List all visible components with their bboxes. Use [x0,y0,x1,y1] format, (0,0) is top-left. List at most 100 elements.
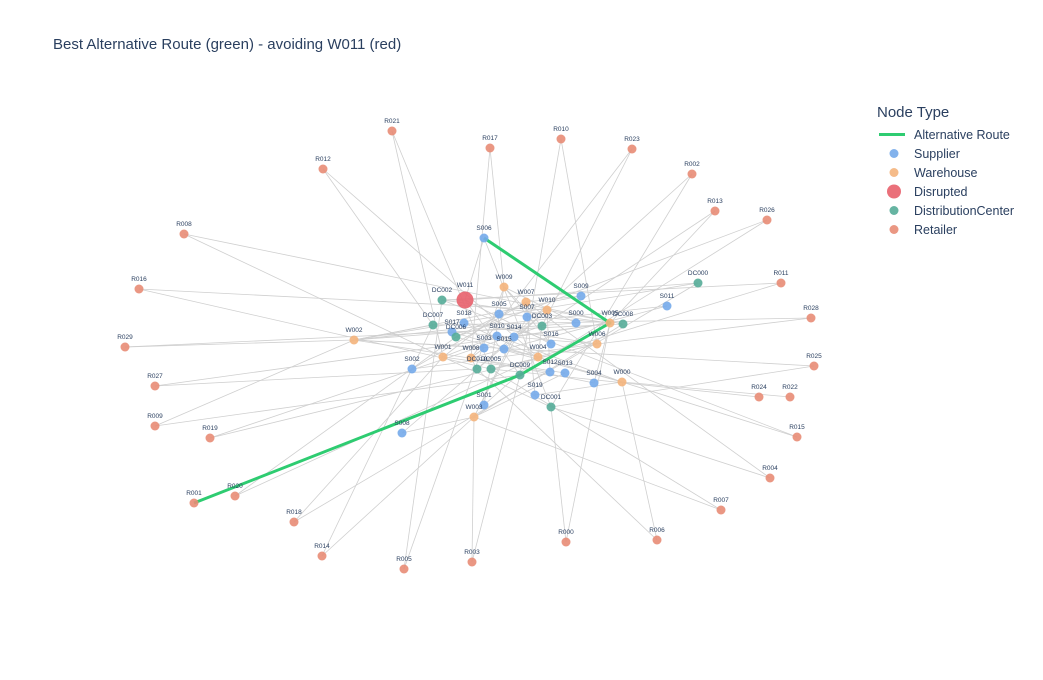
node-marker[interactable] [762,215,772,225]
node-marker[interactable] [479,343,489,353]
node-marker[interactable] [576,291,586,301]
node-w010[interactable]: W010 [539,297,556,315]
node-w002[interactable]: W002 [346,327,363,345]
node-r003[interactable]: R003 [464,549,480,567]
node-s010[interactable]: S010 [489,323,505,341]
node-r001[interactable]: R001 [186,490,202,508]
node-marker[interactable] [509,332,519,342]
node-s002[interactable]: S002 [404,356,420,374]
node-marker[interactable] [627,144,637,154]
node-s011[interactable]: S011 [660,293,675,311]
node-marker[interactable] [537,321,547,331]
node-marker[interactable] [459,318,469,328]
node-marker[interactable] [592,339,602,349]
node-marker[interactable] [134,284,144,294]
node-r017[interactable]: R017 [482,135,498,153]
node-marker[interactable] [560,368,570,378]
node-r026[interactable]: R026 [759,207,775,225]
node-marker[interactable] [150,421,160,431]
node-r015[interactable]: R015 [789,424,805,442]
node-marker[interactable] [571,318,581,328]
node-marker[interactable] [617,377,627,387]
node-r009[interactable]: R009 [147,413,163,431]
node-r010[interactable]: R010 [553,126,569,144]
node-r011[interactable]: R011 [773,270,789,288]
node-s015[interactable]: S015 [496,336,512,354]
node-marker[interactable] [716,505,726,515]
node-s014[interactable]: S014 [506,324,522,342]
node-marker[interactable] [205,433,215,443]
node-r014[interactable]: R014 [314,543,330,561]
node-dc002[interactable]: DC002 [432,287,453,305]
node-marker[interactable] [522,312,532,322]
node-marker[interactable] [189,498,199,508]
legend-item-disrupted[interactable]: Disrupted [877,182,1014,201]
node-marker[interactable] [485,143,495,153]
node-dc003[interactable]: DC003 [532,313,553,331]
node-r007[interactable]: R007 [713,497,729,515]
node-r006[interactable]: R006 [649,527,665,545]
legend-item-alternative-route[interactable]: Alternative Route [877,125,1014,144]
node-marker[interactable] [545,367,555,377]
node-marker[interactable] [693,278,703,288]
node-marker[interactable] [451,332,461,342]
node-marker[interactable] [428,320,438,330]
node-w008[interactable]: W008 [463,345,480,363]
node-marker[interactable] [407,364,417,374]
node-marker[interactable] [499,282,509,292]
legend-item-supplier[interactable]: Supplier [877,144,1014,163]
node-r019[interactable]: R019 [202,425,218,443]
node-marker[interactable] [605,318,615,328]
node-marker[interactable] [150,381,160,391]
node-marker[interactable] [399,564,409,574]
node-marker[interactable] [765,473,775,483]
node-r012[interactable]: R012 [315,156,331,174]
node-marker[interactable] [710,206,720,216]
node-marker[interactable] [492,331,502,341]
node-marker[interactable] [387,126,397,136]
node-marker[interactable] [792,432,802,442]
node-marker[interactable] [589,378,599,388]
node-marker[interactable] [472,364,482,374]
node-marker[interactable] [397,428,407,438]
node-marker[interactable] [120,342,130,352]
node-r028[interactable]: R028 [803,305,819,323]
node-r005[interactable]: R005 [396,556,412,574]
node-dc006[interactable]: DC006 [446,324,467,342]
node-marker[interactable] [179,229,189,239]
node-dc009[interactable]: DC009 [510,362,531,380]
node-w009[interactable]: W009 [496,274,513,292]
node-s018[interactable]: S018 [456,310,472,328]
node-marker[interactable] [515,370,525,380]
node-s005[interactable]: S005 [491,301,507,319]
node-r022[interactable]: R022 [782,384,798,402]
node-marker[interactable] [754,392,764,402]
node-marker[interactable] [785,392,795,402]
node-r008[interactable]: R008 [176,221,192,239]
node-r016[interactable]: R016 [131,276,147,294]
node-s006[interactable]: S006 [476,225,492,243]
node-r018[interactable]: R018 [286,509,302,527]
node-dc008[interactable]: DC008 [613,311,634,329]
node-r029[interactable]: R029 [117,334,133,352]
node-marker[interactable] [542,305,552,315]
node-marker[interactable] [486,364,496,374]
node-w006[interactable]: W006 [589,331,606,349]
node-marker[interactable] [687,169,697,179]
node-marker[interactable] [776,278,786,288]
node-r002[interactable]: R002 [684,161,700,179]
node-dc005[interactable]: DC005 [481,356,502,374]
node-w004[interactable]: W004 [530,344,547,362]
node-marker[interactable] [479,400,489,410]
node-dc000[interactable]: DC000 [688,270,709,288]
node-w011[interactable]: W011 [456,282,474,309]
node-r025[interactable]: R025 [806,353,822,371]
node-marker[interactable] [561,537,571,547]
node-r021[interactable]: R021 [384,118,400,136]
node-s001[interactable]: S001 [476,392,492,410]
node-marker[interactable] [530,390,540,400]
node-w000[interactable]: W000 [614,369,631,387]
node-marker[interactable] [438,352,448,362]
node-s000[interactable]: S000 [568,310,584,328]
node-marker[interactable] [494,309,504,319]
